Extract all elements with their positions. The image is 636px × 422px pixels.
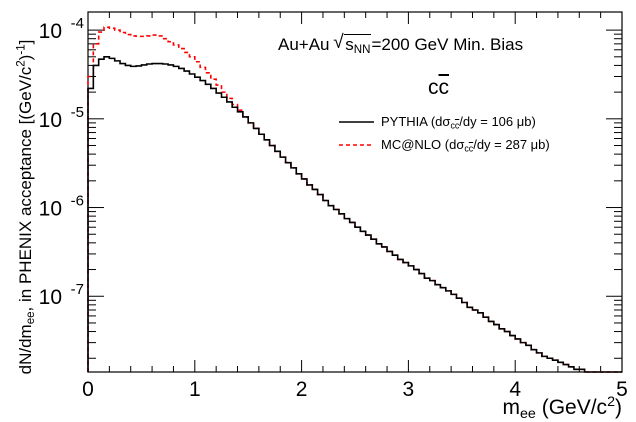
y-tick-label: 10 <box>39 198 62 221</box>
tick-labels: 0 1 2 3 4 5 10 -4 10 -5 10 -6 10 -7 <box>39 15 628 401</box>
y-tick-label: 10 <box>39 286 62 309</box>
sqrt-icon: √ <box>333 32 344 53</box>
x-tick-label: 5 <box>616 378 628 401</box>
series-layer <box>87 26 622 373</box>
y-tick-exponent: -7 <box>71 281 84 298</box>
series-line-1 <box>87 26 622 373</box>
series-line-0 <box>87 56 622 373</box>
y-axis-label: dN/dmee, in PHENIX acceptance [(GeV/c2)-… <box>15 39 38 375</box>
x-tick-label: 4 <box>509 378 521 401</box>
legend-lines <box>339 121 374 146</box>
legend-entry-pythia: PYTHIA (dσcc/dy = 106 μb) <box>381 114 536 131</box>
x-tick-label: 3 <box>403 378 415 401</box>
y-tick-label: 10 <box>39 109 62 132</box>
y-tick-exponent: -4 <box>71 15 84 32</box>
legend-entry-mcnlo: MC@NLO (dσcc/dy = 287 μb) <box>381 137 550 154</box>
x-tick-label: 1 <box>189 378 201 401</box>
sqrt-snn: √ sNN <box>333 32 372 57</box>
collision-system-annotation: Au+Au √ sNN=200 GeV Min. Bias <box>278 32 524 57</box>
x-axis-label: mee (GeV/c2) <box>502 394 623 422</box>
ccbar-annotation: cc <box>428 76 449 99</box>
x-tick-label: 0 <box>82 378 94 401</box>
x-tick-label: 2 <box>296 378 308 401</box>
axis-ticks <box>87 12 623 372</box>
y-tick-label: 10 <box>39 20 62 43</box>
y-tick-exponent: -5 <box>71 104 84 121</box>
y-tick-exponent: -6 <box>71 193 84 210</box>
plot-frame <box>87 11 623 373</box>
